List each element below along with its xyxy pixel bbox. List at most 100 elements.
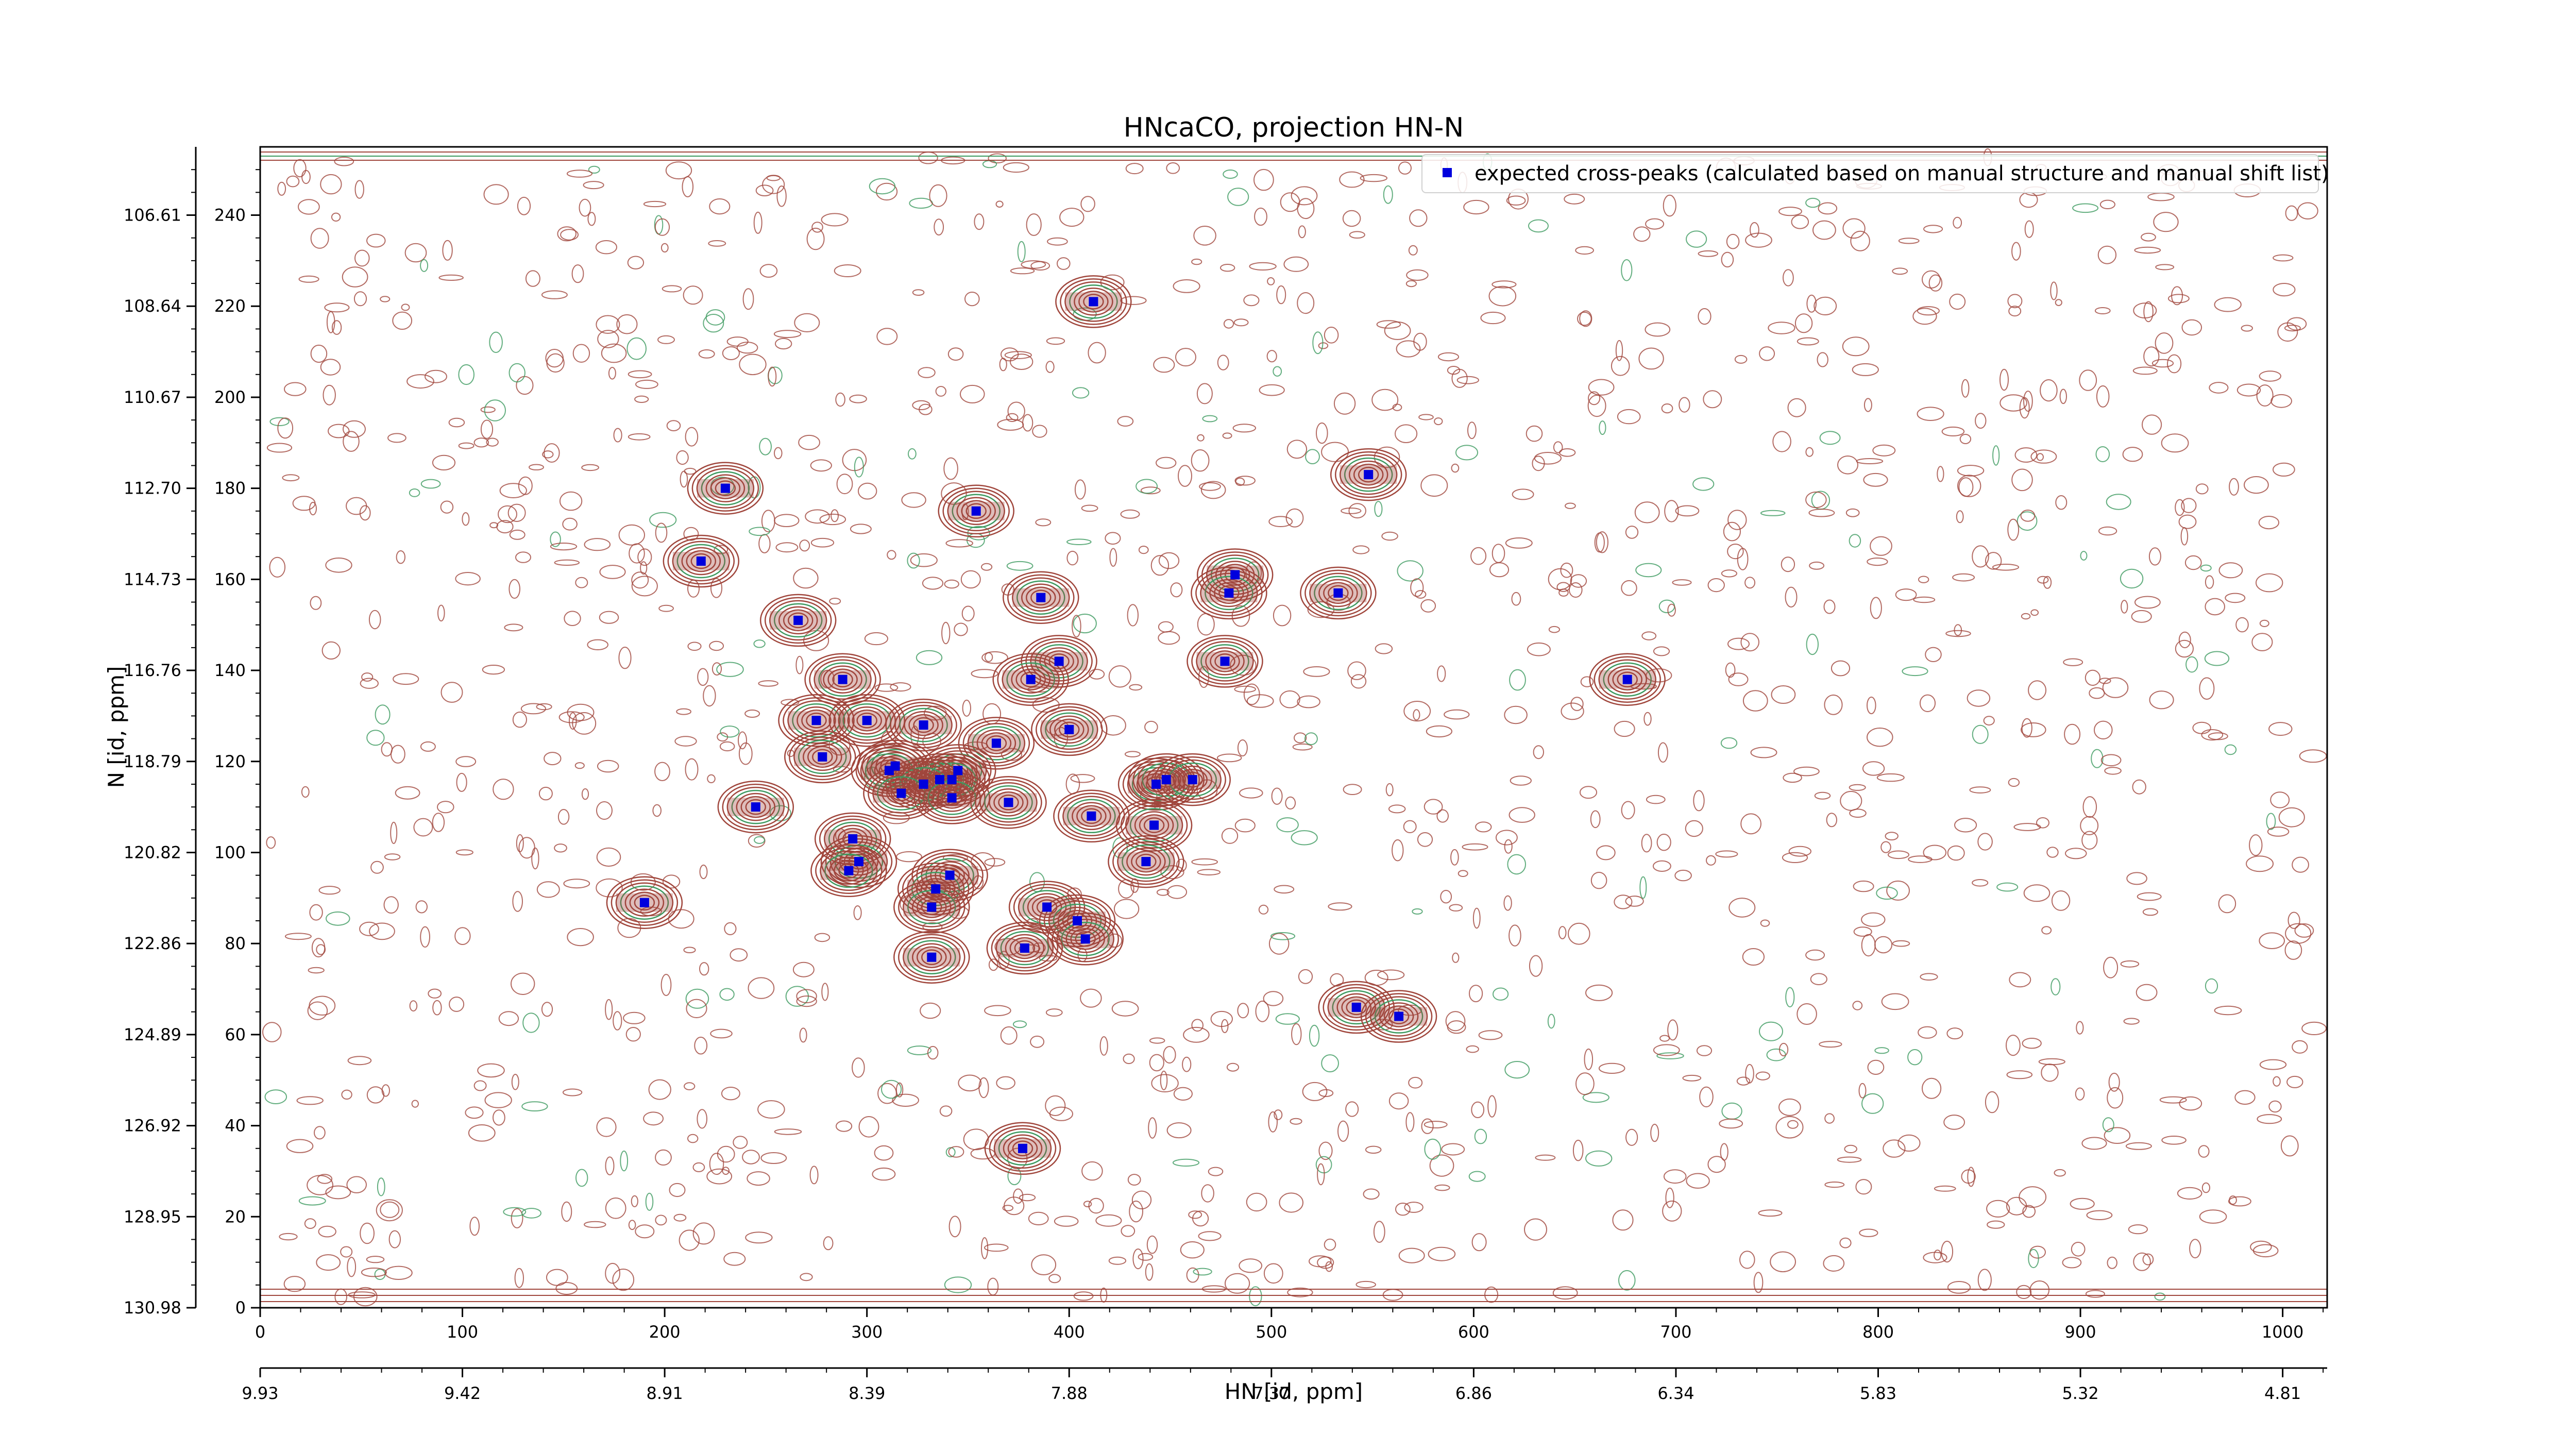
noise-contour xyxy=(1584,1048,1594,1070)
noise-contour xyxy=(1330,973,1344,987)
cross-peak-point xyxy=(1004,798,1013,807)
noise-contour xyxy=(1881,993,1909,1010)
noise-contour xyxy=(1641,631,1657,640)
noise-contour xyxy=(1969,786,1991,794)
cross-peak-point xyxy=(919,720,928,730)
noise-contour xyxy=(1208,1167,1224,1176)
noise-contour xyxy=(1237,739,1248,756)
cross-peak-markers xyxy=(639,297,1632,1153)
noise-contour xyxy=(554,843,567,853)
noise-contour xyxy=(1046,237,1068,246)
noise-contour xyxy=(1837,455,1858,475)
noise-contour xyxy=(1273,604,1292,627)
noise-contour xyxy=(360,1222,375,1244)
noise-contour xyxy=(1017,241,1026,262)
noise-contour xyxy=(1585,1150,1613,1167)
noise-contour xyxy=(744,710,760,718)
noise-contour xyxy=(984,1243,1009,1252)
noise-contour xyxy=(1736,1076,1751,1086)
noise-contour xyxy=(1000,1026,1018,1045)
cross-peak-point xyxy=(1020,943,1029,953)
contour-level xyxy=(1115,799,1193,852)
noise-contour xyxy=(1158,552,1180,569)
noise-contour xyxy=(1853,880,1874,892)
contour-level xyxy=(1374,999,1423,1034)
noise-contour xyxy=(1867,1059,1885,1075)
noise-contour xyxy=(660,974,672,996)
x-tick-label: 600 xyxy=(1458,1322,1489,1342)
noise-contour xyxy=(1183,1026,1210,1043)
noise-contour xyxy=(768,366,777,387)
noise-contour xyxy=(1504,839,1513,854)
noise-contour xyxy=(1809,561,1825,570)
contour-level xyxy=(829,856,869,885)
cross-peak-point xyxy=(947,775,957,785)
cross-peak-point xyxy=(1064,724,1074,734)
noise-contour xyxy=(369,922,395,940)
noise-contour xyxy=(685,758,699,781)
noise-contour xyxy=(596,801,613,820)
noise-contour xyxy=(2189,1239,2201,1259)
noise-contour xyxy=(2180,527,2189,546)
noise-contour xyxy=(1123,1053,1135,1065)
noise-contour xyxy=(1413,332,1427,351)
noise-contour xyxy=(2120,960,2140,968)
noise-contour xyxy=(981,563,993,571)
noise-contour xyxy=(1579,786,1598,799)
noise-contour xyxy=(2148,547,2161,566)
noise-contour xyxy=(1824,1113,1835,1124)
noise-contour xyxy=(793,567,819,589)
noise-contour xyxy=(601,343,627,363)
cross-peak-point xyxy=(1333,588,1343,598)
noise-contour xyxy=(442,240,453,261)
noise-contour xyxy=(1117,416,1134,427)
noise-contour xyxy=(1010,267,1035,275)
noise-contour xyxy=(2268,722,2293,736)
noise-contour xyxy=(575,577,588,588)
contour-level xyxy=(696,468,755,509)
noise-contour xyxy=(1376,320,1401,329)
noise-contour xyxy=(1276,285,1286,305)
noise-contour xyxy=(1019,944,1041,953)
contour-level xyxy=(1009,937,1040,959)
noise-contour xyxy=(2259,1059,2287,1070)
noise-contour xyxy=(1200,481,1226,499)
noise-contour xyxy=(2218,562,2243,579)
noise-contour xyxy=(1923,845,1947,861)
x-tick-label: 0 xyxy=(255,1322,265,1342)
noise-contour xyxy=(1759,1021,1783,1041)
noise-contour xyxy=(1953,216,1962,229)
noise-contour xyxy=(1625,1128,1638,1146)
noise-contour xyxy=(723,1252,746,1266)
noise-contour xyxy=(1254,207,1267,226)
noise-contour xyxy=(1285,796,1296,810)
noise-contour xyxy=(1943,1115,1965,1130)
peak-contour xyxy=(1330,448,1407,501)
noise-contour xyxy=(738,742,753,765)
noise-contour xyxy=(1039,955,1058,961)
noise-contour xyxy=(1318,1089,1334,1097)
noise-contour xyxy=(264,1089,287,1105)
cross-peak-point xyxy=(720,483,730,493)
noise-contour xyxy=(613,428,622,443)
contour-level xyxy=(921,949,942,965)
x-ppm-tick-label: 8.39 xyxy=(849,1383,885,1403)
noise-contour xyxy=(1845,508,1860,517)
noise-contour xyxy=(2229,478,2239,496)
noise-contour xyxy=(1672,579,1692,586)
noise-contour xyxy=(2181,319,2202,336)
contour-level xyxy=(1003,571,1079,624)
noise-contour xyxy=(437,604,445,622)
noise-contour xyxy=(1385,783,1394,797)
noise-contour xyxy=(1726,233,1740,249)
noise-contour xyxy=(1202,415,1218,423)
noise-contour xyxy=(738,731,747,750)
noise-contour xyxy=(1556,582,1570,592)
noise-contour xyxy=(1456,376,1480,384)
noise-contour xyxy=(1470,547,1487,565)
noise-contour xyxy=(1504,1061,1530,1079)
noise-contour xyxy=(683,527,699,541)
noise-contour xyxy=(1409,209,1428,227)
noise-contour xyxy=(1363,1188,1380,1200)
noise-contour xyxy=(277,417,294,439)
